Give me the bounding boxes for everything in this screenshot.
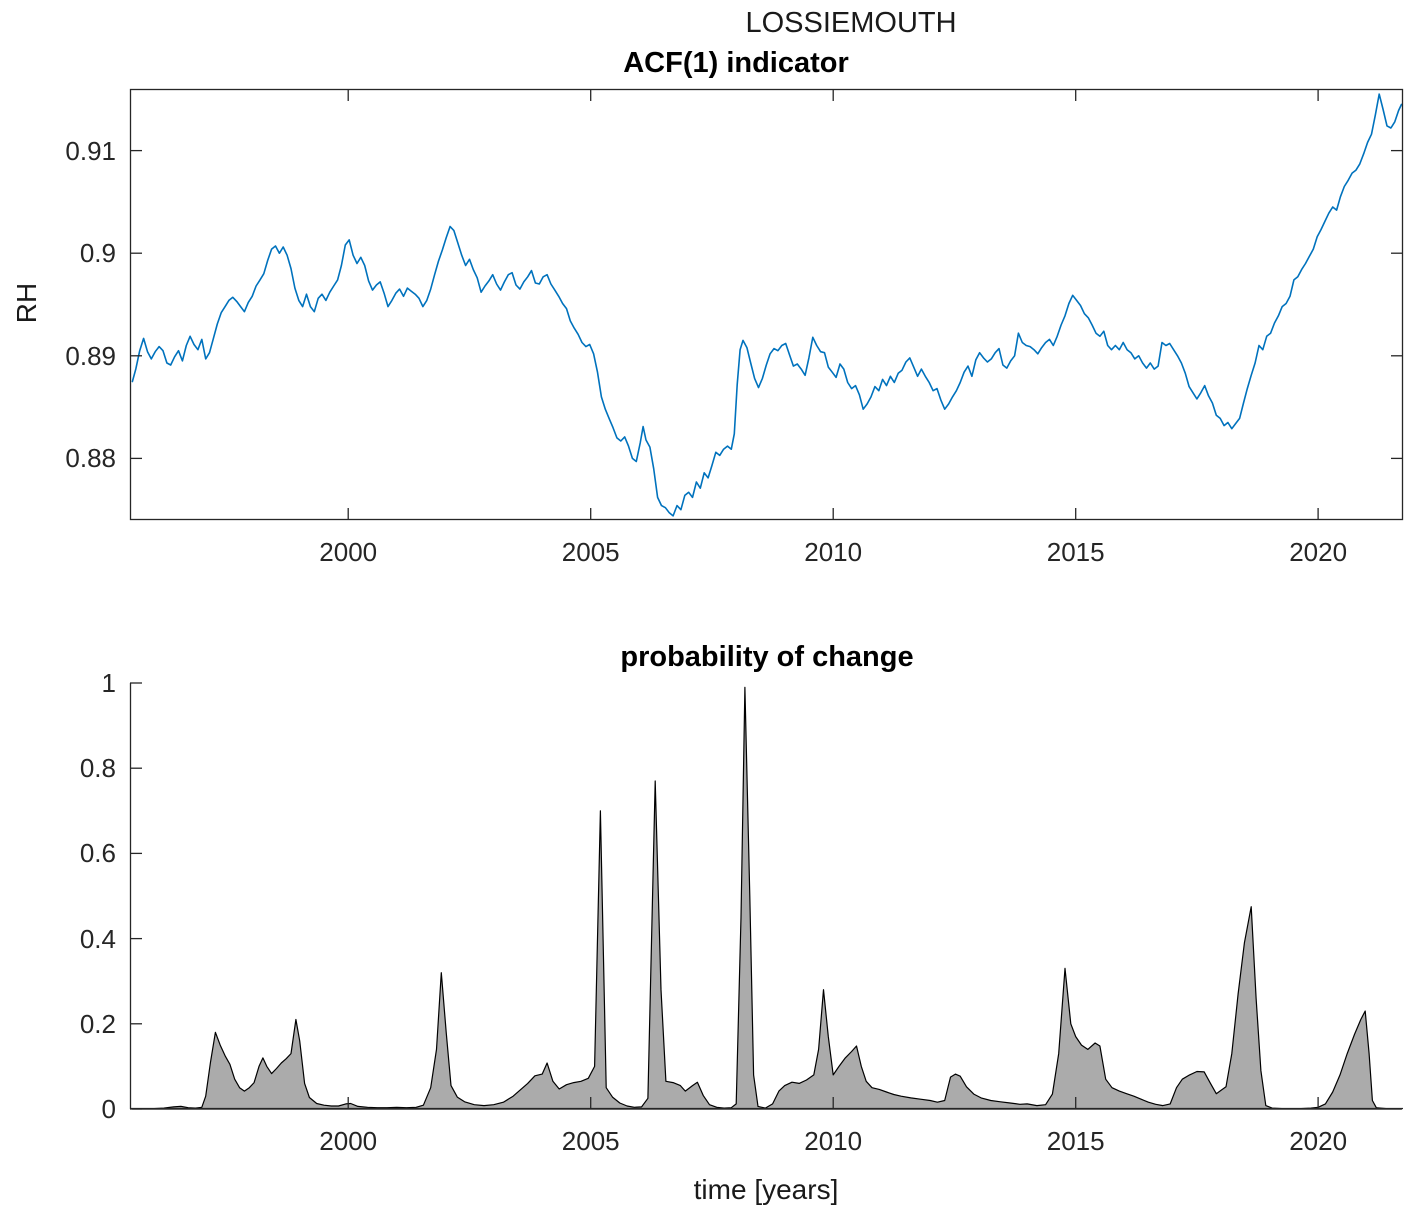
y-tick-label: 0.8 [79,753,116,784]
acf-plot-area [129,88,1404,521]
x-tick-label: 2010 [804,537,863,567]
x-tick-label: 2010 [804,1126,863,1156]
probability-plot-area [129,682,1403,1110]
acf-line-series [131,93,1403,517]
figure-suptitle: LOSSIEMOUTH [745,7,957,39]
axis-spines [129,88,1404,521]
probability-plot-title: probability of change [620,641,914,673]
y-tick-label: 0 [101,1094,116,1124]
time-axis-label: time [years] [693,1174,839,1205]
acf-y-axis-label: RH [11,282,42,324]
y-tick-label: 0.91 [65,135,116,166]
y-tick-label: 0.2 [79,1008,116,1039]
y-tick-label: 0.6 [79,838,116,869]
x-tick-label: 2005 [561,1126,620,1156]
y-tick-label: 0.88 [65,443,116,474]
probability-area-series [131,686,1403,1110]
x-tick-label: 2015 [1046,537,1105,567]
x-tick-label: 2005 [561,537,620,567]
x-tick-label: 2015 [1046,1126,1105,1156]
x-tick-label: 2020 [1289,537,1348,567]
y-tick-label: 0.89 [65,340,116,371]
tick-marks [130,682,1319,1110]
tick-marks [130,89,1403,520]
axes-box [129,88,1404,521]
x-tick-label: 2000 [319,1126,378,1156]
y-tick-label: 0.9 [79,238,116,269]
y-tick-label: 1 [101,668,116,698]
x-tick-label: 2000 [319,537,378,567]
acf-plot-title: ACF(1) indicator [623,47,849,79]
x-tick-label: 2020 [1289,1126,1348,1156]
y-tick-label: 0.4 [79,923,116,954]
axis-spines [129,683,1403,1110]
